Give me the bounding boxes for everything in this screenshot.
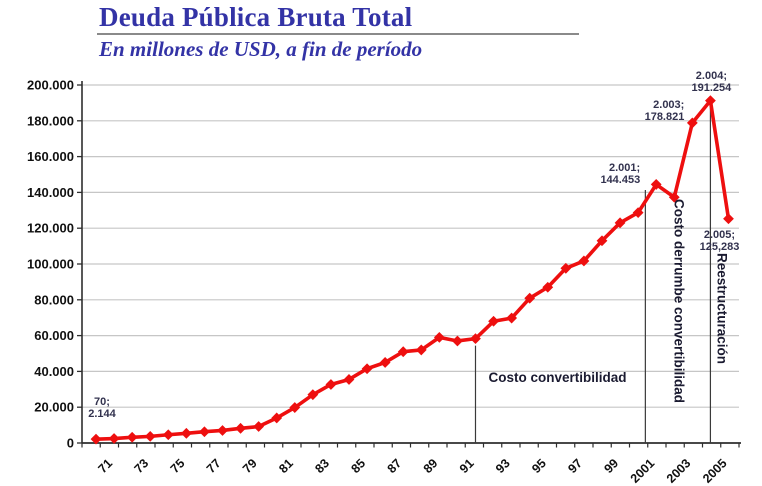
diamond-marker bbox=[632, 207, 644, 219]
debt-series-line bbox=[95, 98, 731, 441]
diamond-marker bbox=[199, 426, 210, 438]
point-label-1970: 70; 2.144 bbox=[88, 396, 116, 421]
diamond-marker bbox=[596, 235, 608, 247]
diamond-marker bbox=[361, 363, 373, 375]
point-label-2005: 2.005; 125,283 bbox=[699, 228, 740, 253]
x-tick-label: 93 bbox=[493, 456, 513, 476]
diamond-marker bbox=[542, 281, 554, 293]
title-divider bbox=[97, 33, 579, 35]
y-tick-label: 80.000 bbox=[34, 292, 74, 307]
event-lines bbox=[474, 107, 712, 443]
diamond-marker bbox=[126, 431, 138, 443]
event-label-costo-derrumbe-convertibilidad: Costo derrumbe convertibilidad bbox=[671, 199, 687, 404]
diamond-marker bbox=[686, 117, 698, 129]
diamond-marker bbox=[723, 213, 734, 225]
diamond-marker bbox=[180, 427, 192, 439]
point-label-2003: 2.003; 178.821 bbox=[644, 98, 685, 123]
y-tick-label: 60.000 bbox=[34, 328, 74, 343]
diamond-marker bbox=[397, 346, 409, 358]
diamond-marker bbox=[650, 179, 662, 190]
x-tick-label: 89 bbox=[421, 456, 441, 476]
y-tick-label: 40.000 bbox=[34, 364, 74, 379]
y-tick-label: 0 bbox=[67, 436, 74, 451]
diamond-marker bbox=[253, 421, 265, 432]
diamond-marker bbox=[668, 191, 680, 203]
point-label-2004: 2.004; 191.254 bbox=[691, 69, 732, 94]
x-tick-label: 87 bbox=[385, 456, 405, 476]
diamond-marker bbox=[524, 292, 536, 304]
diamond-marker bbox=[162, 429, 174, 441]
diamond-marker bbox=[488, 315, 499, 327]
data-point-markers bbox=[90, 95, 734, 445]
gridlines bbox=[77, 84, 739, 444]
diamond-marker bbox=[343, 374, 355, 385]
diamond-marker bbox=[144, 430, 156, 442]
diamond-marker bbox=[506, 312, 518, 324]
diamond-marker bbox=[578, 255, 590, 267]
point-label-2001: 2.001; 144.453 bbox=[600, 162, 641, 187]
y-tick-label: 20.000 bbox=[34, 400, 74, 415]
diamond-marker bbox=[452, 335, 463, 347]
x-tick-label: 91 bbox=[457, 456, 477, 476]
y-tick-label: 120.000 bbox=[27, 221, 74, 236]
diamond-marker bbox=[705, 95, 716, 107]
diamond-marker bbox=[289, 402, 301, 413]
x-axis-ticks bbox=[81, 443, 740, 448]
x-tick-label: 77 bbox=[204, 456, 224, 476]
diamond-marker bbox=[560, 262, 572, 274]
x-tick-label: 71 bbox=[95, 456, 115, 476]
x-axis-labels: 71 73 75 77 79 81 83 85 87 89 91 93 95 97 99 2001 2003 20… bbox=[95, 456, 729, 486]
x-tick-label: 99 bbox=[601, 456, 621, 476]
x-tick-label: 2003 bbox=[664, 456, 694, 486]
diamond-marker bbox=[235, 422, 246, 434]
x-tick-label: 2001 bbox=[628, 456, 658, 486]
x-tick-label: 81 bbox=[276, 456, 296, 476]
x-tick-label: 79 bbox=[240, 456, 260, 476]
y-tick-label: 160.000 bbox=[27, 149, 74, 164]
diamond-marker bbox=[433, 331, 445, 343]
x-tick-label: 85 bbox=[348, 456, 368, 476]
x-tick-label: 2005 bbox=[700, 456, 730, 486]
diamond-marker bbox=[108, 433, 120, 444]
diamond-marker bbox=[470, 333, 481, 345]
diamond-marker bbox=[325, 379, 337, 390]
x-tick-label: 75 bbox=[168, 456, 188, 476]
x-tick-label: 97 bbox=[565, 456, 585, 476]
diamond-marker bbox=[614, 217, 626, 229]
x-tick-label: 95 bbox=[529, 456, 549, 476]
x-tick-label: 73 bbox=[132, 456, 152, 476]
x-tick-label: 83 bbox=[312, 456, 332, 476]
y-tick-label: 140.000 bbox=[27, 185, 74, 200]
event-label-reestructuracion: Reestructuración bbox=[714, 253, 730, 365]
diamond-marker bbox=[307, 389, 319, 401]
page-title: Deuda Pública Bruta Total bbox=[99, 2, 413, 32]
y-tick-label: 200.000 bbox=[27, 78, 74, 93]
y-tick-label: 180.000 bbox=[27, 113, 74, 128]
diamond-marker bbox=[415, 344, 427, 356]
diamond-marker bbox=[217, 425, 228, 436]
y-axis-labels: 0 20.000 40.000 60.000 80.000 100.000 120.000 1… bbox=[27, 78, 74, 451]
event-label-costo-convertibilidad: Costo convertibilidad bbox=[488, 370, 627, 385]
diamond-marker bbox=[90, 433, 102, 445]
y-tick-label: 100.000 bbox=[27, 257, 74, 272]
page-subtitle: En millones de USD, a fin de período bbox=[99, 37, 423, 61]
diamond-marker bbox=[379, 357, 391, 368]
diamond-marker bbox=[271, 412, 283, 424]
